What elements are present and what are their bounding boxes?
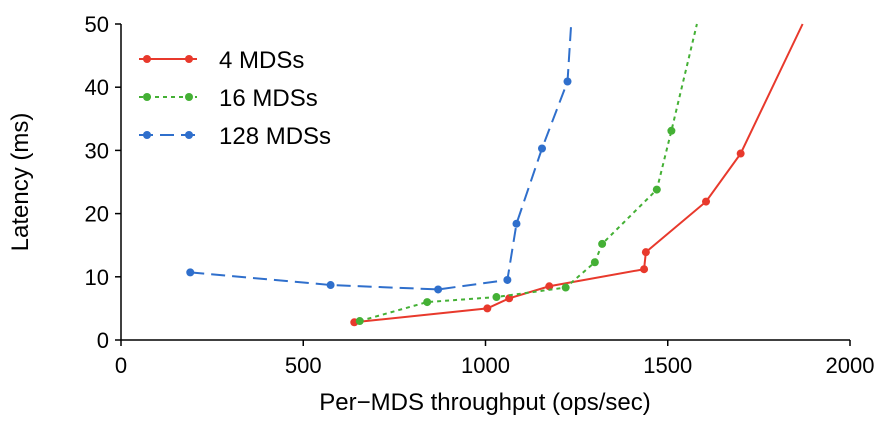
y-ticks: 0 10 20 30 40 50 (85, 12, 121, 353)
data-point (186, 268, 195, 277)
data-point (423, 298, 432, 307)
data-point (505, 294, 514, 303)
data-point (355, 317, 364, 326)
legend: 4 MDSs 16 MDSs 128 MDSs (139, 47, 331, 150)
data-point (652, 185, 661, 194)
legend-marker (143, 93, 151, 101)
series-line (359, 23, 698, 323)
y-tick-label: 0 (97, 328, 109, 353)
legend-label: 16 MDSs (219, 85, 318, 112)
data-point (598, 239, 607, 248)
legend-item: 4 MDSs (139, 47, 304, 74)
series-line (190, 23, 573, 291)
x-tick-label: 1500 (643, 353, 692, 378)
series-0 (350, 23, 804, 327)
data-point (326, 281, 335, 290)
data-point (640, 265, 649, 274)
x-tick-label: 0 (115, 353, 127, 378)
legend-label: 4 MDSs (219, 47, 304, 74)
data-point (641, 248, 650, 257)
data-point (545, 282, 554, 291)
x-tick-label: 1000 (461, 353, 510, 378)
data-point (537, 144, 546, 153)
legend-marker (185, 93, 193, 101)
data-point (434, 285, 443, 294)
legend-marker (185, 131, 193, 139)
legend-label: 128 MDSs (219, 123, 331, 150)
legend-item: 16 MDSs (139, 85, 318, 112)
legend-item: 128 MDSs (139, 123, 331, 150)
legend-marker (143, 131, 151, 139)
series-1 (355, 23, 698, 326)
legend-marker (143, 55, 151, 63)
y-tick-label: 30 (85, 138, 109, 163)
x-axis-title: Per−MDS throughput (ops/sec) (319, 389, 651, 416)
x-tick-label: 2000 (826, 353, 875, 378)
data-point (590, 258, 599, 267)
data-point (702, 197, 711, 206)
data-point (736, 149, 745, 158)
data-point (492, 293, 501, 302)
y-tick-label: 50 (85, 12, 109, 37)
axes: 0 500 1000 1500 2000 0 10 20 30 40 50 (85, 12, 875, 378)
y-tick-label: 20 (85, 202, 109, 227)
series-2 (186, 23, 573, 294)
data-point (561, 283, 570, 292)
data-point (483, 304, 492, 313)
series-layer (186, 23, 804, 327)
data-point (512, 219, 521, 228)
y-tick-label: 10 (85, 265, 109, 290)
data-point (667, 126, 676, 135)
data-point (563, 77, 572, 86)
legend-marker (185, 55, 193, 63)
data-point (503, 275, 512, 284)
y-tick-label: 40 (85, 75, 109, 100)
y-axis-title: Latency (ms) (7, 113, 34, 252)
x-tick-label: 500 (285, 353, 322, 378)
x-ticks: 0 500 1000 1500 2000 (115, 340, 875, 378)
